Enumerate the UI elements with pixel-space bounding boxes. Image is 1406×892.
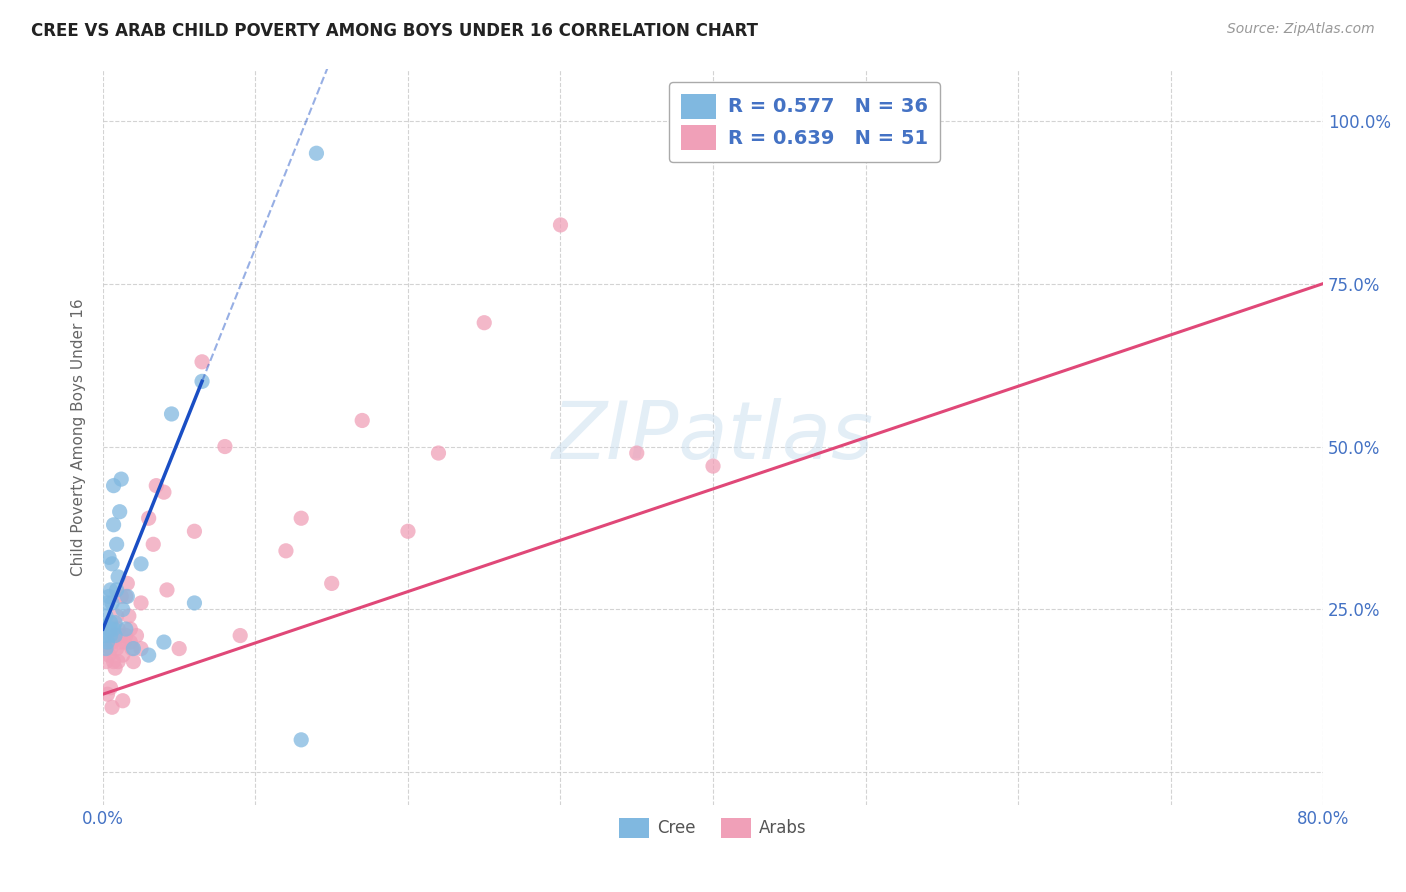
Point: [105, 537, 128, 551]
Point: [112, 635, 135, 649]
Point: [167, 641, 190, 656]
Point: [183, 596, 205, 610]
Point: [153, 635, 176, 649]
Point: [108, 505, 131, 519]
Point: [396, 524, 419, 539]
Point: [117, 590, 139, 604]
Y-axis label: Child Poverty Among Boys Under 16: Child Poverty Among Boys Under 16: [72, 298, 86, 575]
Point: [138, 511, 160, 525]
Point: [142, 537, 165, 551]
Point: [160, 407, 183, 421]
Point: [114, 622, 136, 636]
Point: [121, 641, 143, 656]
Point: [101, 596, 124, 610]
Point: [129, 641, 152, 656]
Point: [104, 615, 127, 630]
Point: [550, 218, 572, 232]
Point: [105, 582, 128, 597]
Point: [118, 609, 141, 624]
Point: [156, 582, 179, 597]
Point: [110, 472, 132, 486]
Point: [191, 375, 214, 389]
Point: [117, 576, 139, 591]
Point: [114, 629, 136, 643]
Point: [103, 622, 125, 636]
Point: [93, 629, 115, 643]
Point: [101, 557, 124, 571]
Point: [274, 544, 297, 558]
Point: [100, 681, 122, 695]
Point: [111, 602, 134, 616]
Point: [290, 732, 312, 747]
Point: [120, 622, 142, 636]
Point: [305, 146, 328, 161]
Point: [107, 570, 129, 584]
Point: [108, 635, 131, 649]
Point: [98, 550, 121, 565]
Point: [98, 648, 121, 662]
Point: [103, 517, 125, 532]
Point: [626, 446, 648, 460]
Legend: Cree, Arabs: Cree, Arabs: [613, 811, 814, 845]
Point: [100, 641, 122, 656]
Point: [129, 557, 152, 571]
Point: [94, 655, 117, 669]
Point: [321, 576, 343, 591]
Point: [352, 413, 374, 427]
Point: [111, 694, 134, 708]
Point: [145, 478, 167, 492]
Point: [427, 446, 450, 460]
Point: [105, 641, 128, 656]
Point: [107, 622, 129, 636]
Point: [103, 655, 125, 669]
Point: [129, 596, 152, 610]
Point: [100, 582, 122, 597]
Point: [101, 635, 124, 649]
Point: [100, 622, 122, 636]
Text: CREE VS ARAB CHILD POVERTY AMONG BOYS UNDER 16 CORRELATION CHART: CREE VS ARAB CHILD POVERTY AMONG BOYS UN…: [31, 22, 758, 40]
Point: [107, 655, 129, 669]
Point: [100, 615, 122, 630]
Point: [138, 648, 160, 662]
Point: [120, 635, 142, 649]
Point: [702, 459, 724, 474]
Point: [114, 590, 136, 604]
Point: [104, 661, 127, 675]
Point: [94, 609, 117, 624]
Point: [98, 622, 121, 636]
Point: [122, 641, 145, 656]
Point: [96, 596, 118, 610]
Point: [214, 440, 236, 454]
Text: Source: ZipAtlas.com: Source: ZipAtlas.com: [1227, 22, 1375, 37]
Point: [105, 609, 128, 624]
Point: [98, 590, 121, 604]
Point: [110, 629, 132, 643]
Point: [104, 629, 127, 643]
Point: [100, 629, 122, 643]
Point: [111, 648, 134, 662]
Point: [472, 316, 495, 330]
Point: [191, 355, 214, 369]
Point: [122, 655, 145, 669]
Point: [110, 590, 132, 604]
Point: [229, 629, 252, 643]
Text: ZIPatlas: ZIPatlas: [553, 398, 875, 475]
Point: [101, 700, 124, 714]
Point: [183, 524, 205, 539]
Point: [125, 629, 148, 643]
Point: [290, 511, 312, 525]
Point: [104, 629, 127, 643]
Point: [103, 478, 125, 492]
Point: [94, 641, 117, 656]
Point: [96, 635, 118, 649]
Point: [153, 485, 176, 500]
Point: [96, 687, 118, 701]
